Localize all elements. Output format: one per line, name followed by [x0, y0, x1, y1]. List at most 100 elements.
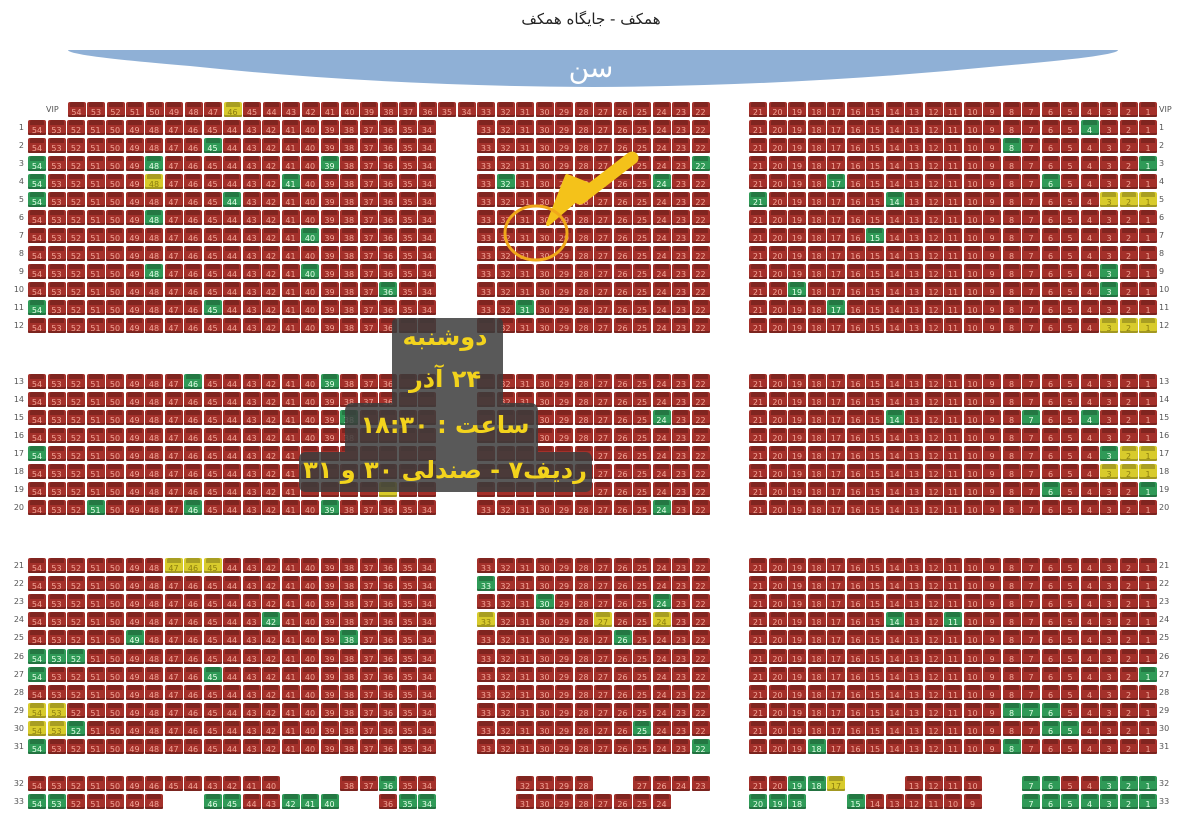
seat[interactable]: 4 — [1080, 174, 1099, 189]
seat[interactable]: 44 — [223, 192, 241, 207]
seat[interactable]: 21 — [749, 120, 767, 135]
seat[interactable]: 27 — [594, 246, 612, 261]
seat[interactable]: 45 — [203, 120, 222, 135]
seat[interactable]: 32 — [496, 192, 515, 207]
seat[interactable]: 32 — [496, 138, 515, 153]
seat[interactable]: 50 — [106, 120, 124, 135]
seat[interactable]: 38 — [340, 120, 358, 135]
seat[interactable]: 49 — [125, 156, 144, 171]
seat[interactable]: 9 — [983, 210, 1001, 225]
seat[interactable]: 26 — [613, 102, 632, 117]
seat[interactable]: 23 — [672, 120, 690, 135]
seat[interactable]: 18 — [807, 246, 826, 261]
seat[interactable]: 47 — [164, 138, 183, 153]
seat[interactable]: 36 — [379, 210, 397, 225]
seat[interactable]: 33 — [477, 246, 495, 261]
seat[interactable]: 28 — [574, 210, 593, 225]
seat[interactable]: 3 — [1100, 120, 1118, 135]
seat[interactable]: 16 — [846, 192, 865, 207]
seat[interactable]: 11 — [944, 192, 962, 207]
seat[interactable]: 43 — [282, 102, 300, 117]
seat[interactable]: 43 — [242, 210, 261, 225]
seat[interactable]: 15 — [866, 138, 884, 153]
seat[interactable]: 53 — [47, 138, 66, 153]
seat[interactable]: 34 — [457, 102, 476, 117]
seat[interactable]: 12 — [924, 174, 943, 189]
seat[interactable]: 34 — [418, 210, 436, 225]
seat[interactable]: 22 — [691, 210, 710, 225]
seat[interactable]: 50 — [106, 138, 124, 153]
seat[interactable]: 34 — [418, 192, 436, 207]
seat[interactable]: 19 — [788, 228, 806, 243]
seat[interactable]: 43 — [242, 246, 261, 261]
seat[interactable]: 46 — [184, 192, 202, 207]
seat[interactable]: 49 — [125, 120, 144, 135]
seat[interactable]: 43 — [242, 174, 261, 189]
seat[interactable]: 23 — [672, 102, 690, 117]
seat[interactable]: 6 — [1041, 102, 1060, 117]
seat[interactable]: 34 — [418, 138, 436, 153]
seat[interactable]: 6 — [1041, 156, 1060, 171]
seat[interactable]: 49 — [125, 246, 144, 261]
seat[interactable]: 1 — [1139, 174, 1157, 189]
seat[interactable]: 15 — [866, 102, 884, 117]
seat[interactable]: 1 — [1139, 192, 1157, 207]
seat[interactable]: 21 — [749, 192, 767, 207]
seat[interactable]: 15 — [866, 120, 884, 135]
seat[interactable]: 31 — [516, 156, 534, 171]
seat[interactable]: 18 — [807, 102, 826, 117]
seat[interactable]: 30 — [535, 120, 554, 135]
seat[interactable]: 24 — [652, 174, 671, 189]
seat[interactable]: 51 — [86, 228, 105, 243]
seat[interactable]: 6 — [1041, 174, 1060, 189]
seat[interactable]: 49 — [125, 138, 144, 153]
seat[interactable]: 5 — [1061, 174, 1079, 189]
seat[interactable]: 2 — [1119, 102, 1138, 117]
seat[interactable]: 16 — [846, 138, 865, 153]
seat[interactable]: 52 — [67, 120, 85, 135]
seat[interactable]: 33 — [477, 210, 495, 225]
seat[interactable]: 12 — [924, 210, 943, 225]
seat[interactable]: 45 — [203, 228, 222, 243]
seat[interactable]: 32 — [496, 210, 515, 225]
seat[interactable]: 37 — [359, 138, 378, 153]
seat[interactable]: 4 — [1080, 120, 1099, 135]
seat[interactable]: 26 — [613, 174, 632, 189]
seat[interactable]: 47 — [204, 102, 222, 117]
seat[interactable]: 52 — [67, 138, 85, 153]
seat[interactable]: 31 — [516, 228, 534, 243]
seat[interactable]: 19 — [788, 210, 806, 225]
seat[interactable]: 26 — [613, 192, 632, 207]
seat[interactable]: 19 — [788, 102, 806, 117]
seat[interactable]: 17 — [827, 246, 845, 261]
seat[interactable]: 20 — [768, 156, 787, 171]
seat[interactable]: 44 — [223, 156, 241, 171]
seat[interactable]: 1 — [1139, 156, 1157, 171]
seat[interactable]: 1 — [1139, 120, 1157, 135]
seat[interactable]: 14 — [885, 210, 904, 225]
seat[interactable]: 15 — [866, 174, 884, 189]
seat[interactable]: 27 — [594, 120, 612, 135]
seat[interactable]: 32 — [496, 102, 515, 117]
seat[interactable]: 21 — [749, 102, 767, 117]
seat[interactable]: 14 — [885, 192, 904, 207]
seat[interactable]: 20 — [768, 228, 787, 243]
seat[interactable]: 35 — [398, 156, 417, 171]
seat[interactable]: 24 — [652, 228, 671, 243]
seat[interactable]: 35 — [438, 102, 456, 117]
seat[interactable]: 5 — [1061, 228, 1079, 243]
seat[interactable]: 17 — [827, 174, 845, 189]
seat[interactable]: 53 — [47, 210, 66, 225]
seat[interactable]: 23 — [672, 192, 690, 207]
seat[interactable]: 2 — [1119, 156, 1138, 171]
seat[interactable]: 16 — [846, 210, 865, 225]
seat[interactable]: 50 — [106, 228, 124, 243]
seat[interactable]: 11 — [944, 228, 962, 243]
seat[interactable]: 4 — [1080, 102, 1099, 117]
seat[interactable]: 28 — [574, 120, 593, 135]
seat[interactable]: 33 — [477, 138, 495, 153]
seat[interactable]: 38 — [379, 102, 398, 117]
seat[interactable]: 36 — [379, 120, 397, 135]
seat[interactable]: 33 — [477, 102, 495, 117]
seat[interactable]: 8 — [1002, 192, 1021, 207]
